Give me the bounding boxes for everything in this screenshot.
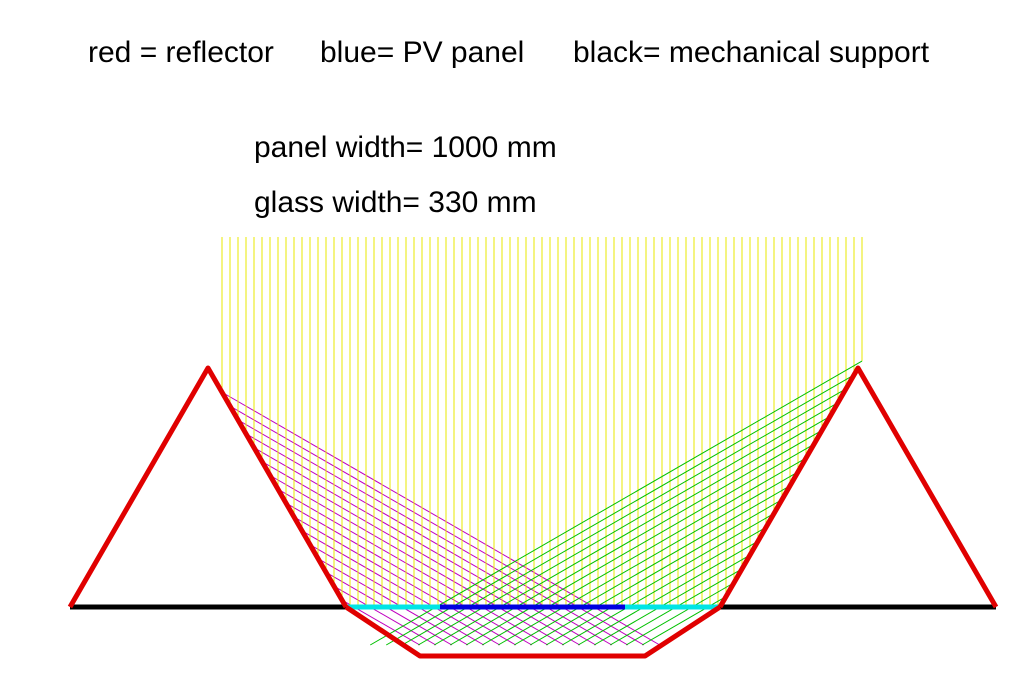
ray: [285, 502, 533, 646]
legend-blue: blue= PV panel: [320, 36, 524, 69]
ray: [369, 360, 863, 646]
ray: [401, 388, 847, 646]
reflector: [344, 604, 722, 659]
ray: [561, 526, 767, 646]
glass-width: glass width= 330 mm: [254, 186, 537, 219]
ray: [269, 474, 565, 646]
ray: [529, 499, 783, 646]
structure: [67, 365, 999, 659]
reflector: [67, 365, 349, 609]
ray: [245, 433, 613, 646]
ray: [513, 485, 791, 646]
ray: [293, 516, 517, 646]
rays: [221, 237, 863, 646]
legend-black: black= mechanical support: [573, 36, 930, 69]
reflector: [717, 365, 999, 609]
ray: [641, 596, 727, 646]
ray: [261, 461, 581, 646]
ray: [481, 457, 807, 646]
ray: [385, 374, 855, 646]
ray: [577, 540, 759, 646]
ray: [465, 443, 815, 646]
panel-width: panel width= 1000 mm: [254, 131, 557, 164]
ray: [449, 429, 823, 646]
ray: [497, 471, 799, 646]
ray: [309, 544, 485, 646]
ray: [545, 513, 775, 646]
legend-red: red = reflector: [88, 36, 274, 69]
ray: [277, 488, 549, 646]
ray: [237, 419, 629, 646]
ray: [253, 447, 597, 646]
ray: [625, 582, 735, 646]
ray: [593, 554, 751, 646]
